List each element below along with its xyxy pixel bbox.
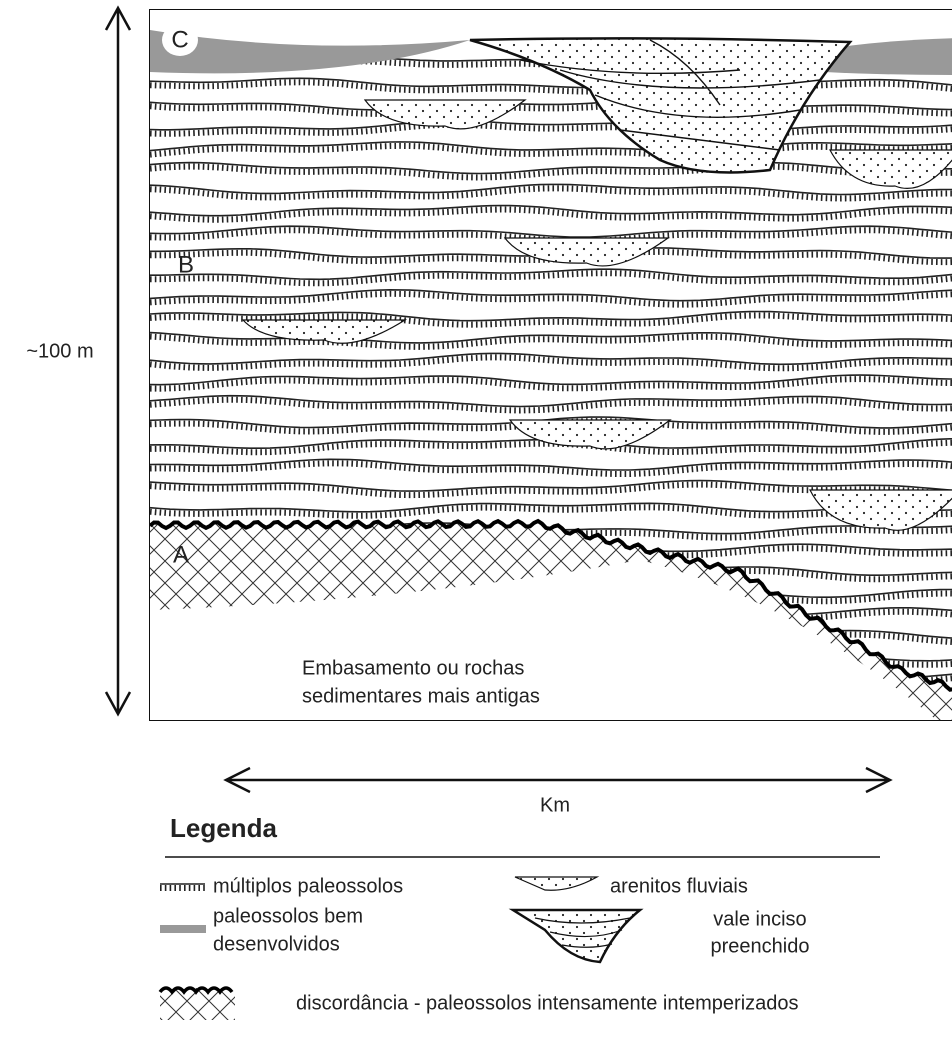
sand-lens [243,320,405,343]
paleosol-ticks [150,273,952,283]
marker-c: C [171,26,188,53]
legend-icon [515,877,597,890]
paleosol-ticks [150,210,952,220]
legend-label: paleossolos bem [213,905,363,927]
vertical-arrow [106,8,130,714]
sand-lens [810,490,952,530]
basement-label: Embasamento ou rochas [302,657,524,679]
legend: Legenda múltiplos paleossolos arenitos f… [160,813,880,1020]
bed-line [150,184,952,194]
legend-label: desenvolvidos [213,933,340,955]
paleosol-ticks [150,463,952,474]
legend-label: múltiplos paleossolos [213,875,403,897]
legend-label: preenchido [711,935,810,957]
legend-label: arenitos fluviais [610,875,748,897]
legend-label: discordância - paleossolos intensamente … [296,992,799,1014]
sand-lens [830,150,952,188]
legend-icon [160,925,206,933]
incised-valley [470,38,850,172]
marker-a: A [173,541,189,568]
paleosol-band [150,30,470,73]
figure: C B A Embasamento ou rochas sedimentares… [0,0,952,1051]
paleosol-ticks [150,357,952,368]
legend-title: Legenda [170,813,277,843]
marker-b: B [178,251,194,278]
vertical-scale: ~100 m [26,340,93,362]
horizontal-scale: Km [540,794,570,816]
cross-section: C B A Embasamento ou rochas sedimentares… [149,9,952,760]
legend-label: vale inciso [713,908,806,930]
basement-label: sedimentares mais antigas [302,685,540,707]
horizontal-arrow [226,768,890,792]
